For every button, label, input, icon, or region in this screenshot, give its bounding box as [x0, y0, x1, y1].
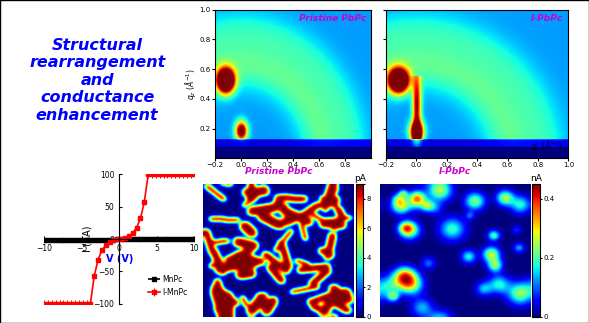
Text: I-PbPc: I-PbPc [531, 14, 563, 23]
MnPc [56, 238, 63, 242]
MnPc [106, 238, 113, 242]
MnPc [168, 236, 175, 240]
Title: pA: pA [353, 174, 366, 183]
MnPc [114, 237, 121, 241]
MnPc [98, 238, 105, 242]
MnPc [156, 236, 163, 240]
MnPc [129, 236, 136, 240]
MnPc [148, 236, 155, 240]
MnPc [95, 238, 102, 242]
MnPc [41, 238, 48, 242]
MnPc [187, 236, 194, 240]
MnPc [137, 236, 144, 240]
MnPc [183, 236, 190, 240]
MnPc [160, 236, 167, 240]
MnPc [79, 238, 86, 242]
X-axis label: V (V): V (V) [105, 254, 133, 264]
MnPc [60, 238, 67, 242]
MnPc [171, 236, 178, 240]
Line: MnPc: MnPc [42, 237, 196, 241]
MnPc [68, 238, 75, 242]
MnPc [191, 236, 198, 240]
MnPc [48, 238, 55, 242]
MnPc [176, 236, 183, 240]
MnPc [64, 238, 71, 242]
MnPc [153, 236, 160, 240]
MnPc [91, 238, 98, 242]
MnPc [83, 238, 90, 242]
MnPc [179, 236, 186, 240]
Text: Structural
rearrangement
and
conductance
enhancement: Structural rearrangement and conductance… [29, 38, 166, 122]
Legend: MnPc, I-MnPc: MnPc, I-MnPc [145, 272, 191, 300]
Text: Pristine PbPc: Pristine PbPc [244, 167, 312, 176]
MnPc [145, 236, 152, 240]
MnPc [102, 238, 110, 242]
MnPc [121, 236, 128, 240]
Text: $q_y$ $(\AA^{-1})$: $q_y$ $(\AA^{-1})$ [531, 139, 563, 154]
MnPc [45, 238, 52, 242]
Text: Pristine PbPc: Pristine PbPc [299, 14, 366, 23]
Y-axis label: $q_z$ $(\AA^{-1})$: $q_z$ $(\AA^{-1})$ [183, 68, 198, 100]
MnPc [71, 238, 78, 242]
MnPc [125, 236, 133, 240]
MnPc [133, 236, 140, 240]
MnPc [75, 238, 82, 242]
MnPc [52, 238, 59, 242]
MnPc [87, 238, 94, 242]
MnPc [110, 238, 117, 242]
MnPc [141, 236, 148, 240]
MnPc [164, 236, 171, 240]
MnPc [118, 237, 125, 241]
Text: I-PbPc: I-PbPc [439, 167, 471, 176]
Y-axis label: I (nA): I (nA) [82, 226, 92, 252]
Title: nA: nA [530, 174, 542, 183]
